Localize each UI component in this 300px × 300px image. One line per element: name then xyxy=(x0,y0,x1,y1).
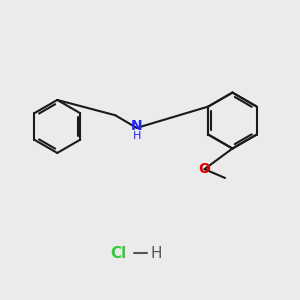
Text: H: H xyxy=(133,131,142,141)
Text: Cl: Cl xyxy=(110,246,126,261)
Text: O: O xyxy=(199,162,210,176)
Text: H: H xyxy=(150,246,161,261)
Text: N: N xyxy=(131,118,142,133)
